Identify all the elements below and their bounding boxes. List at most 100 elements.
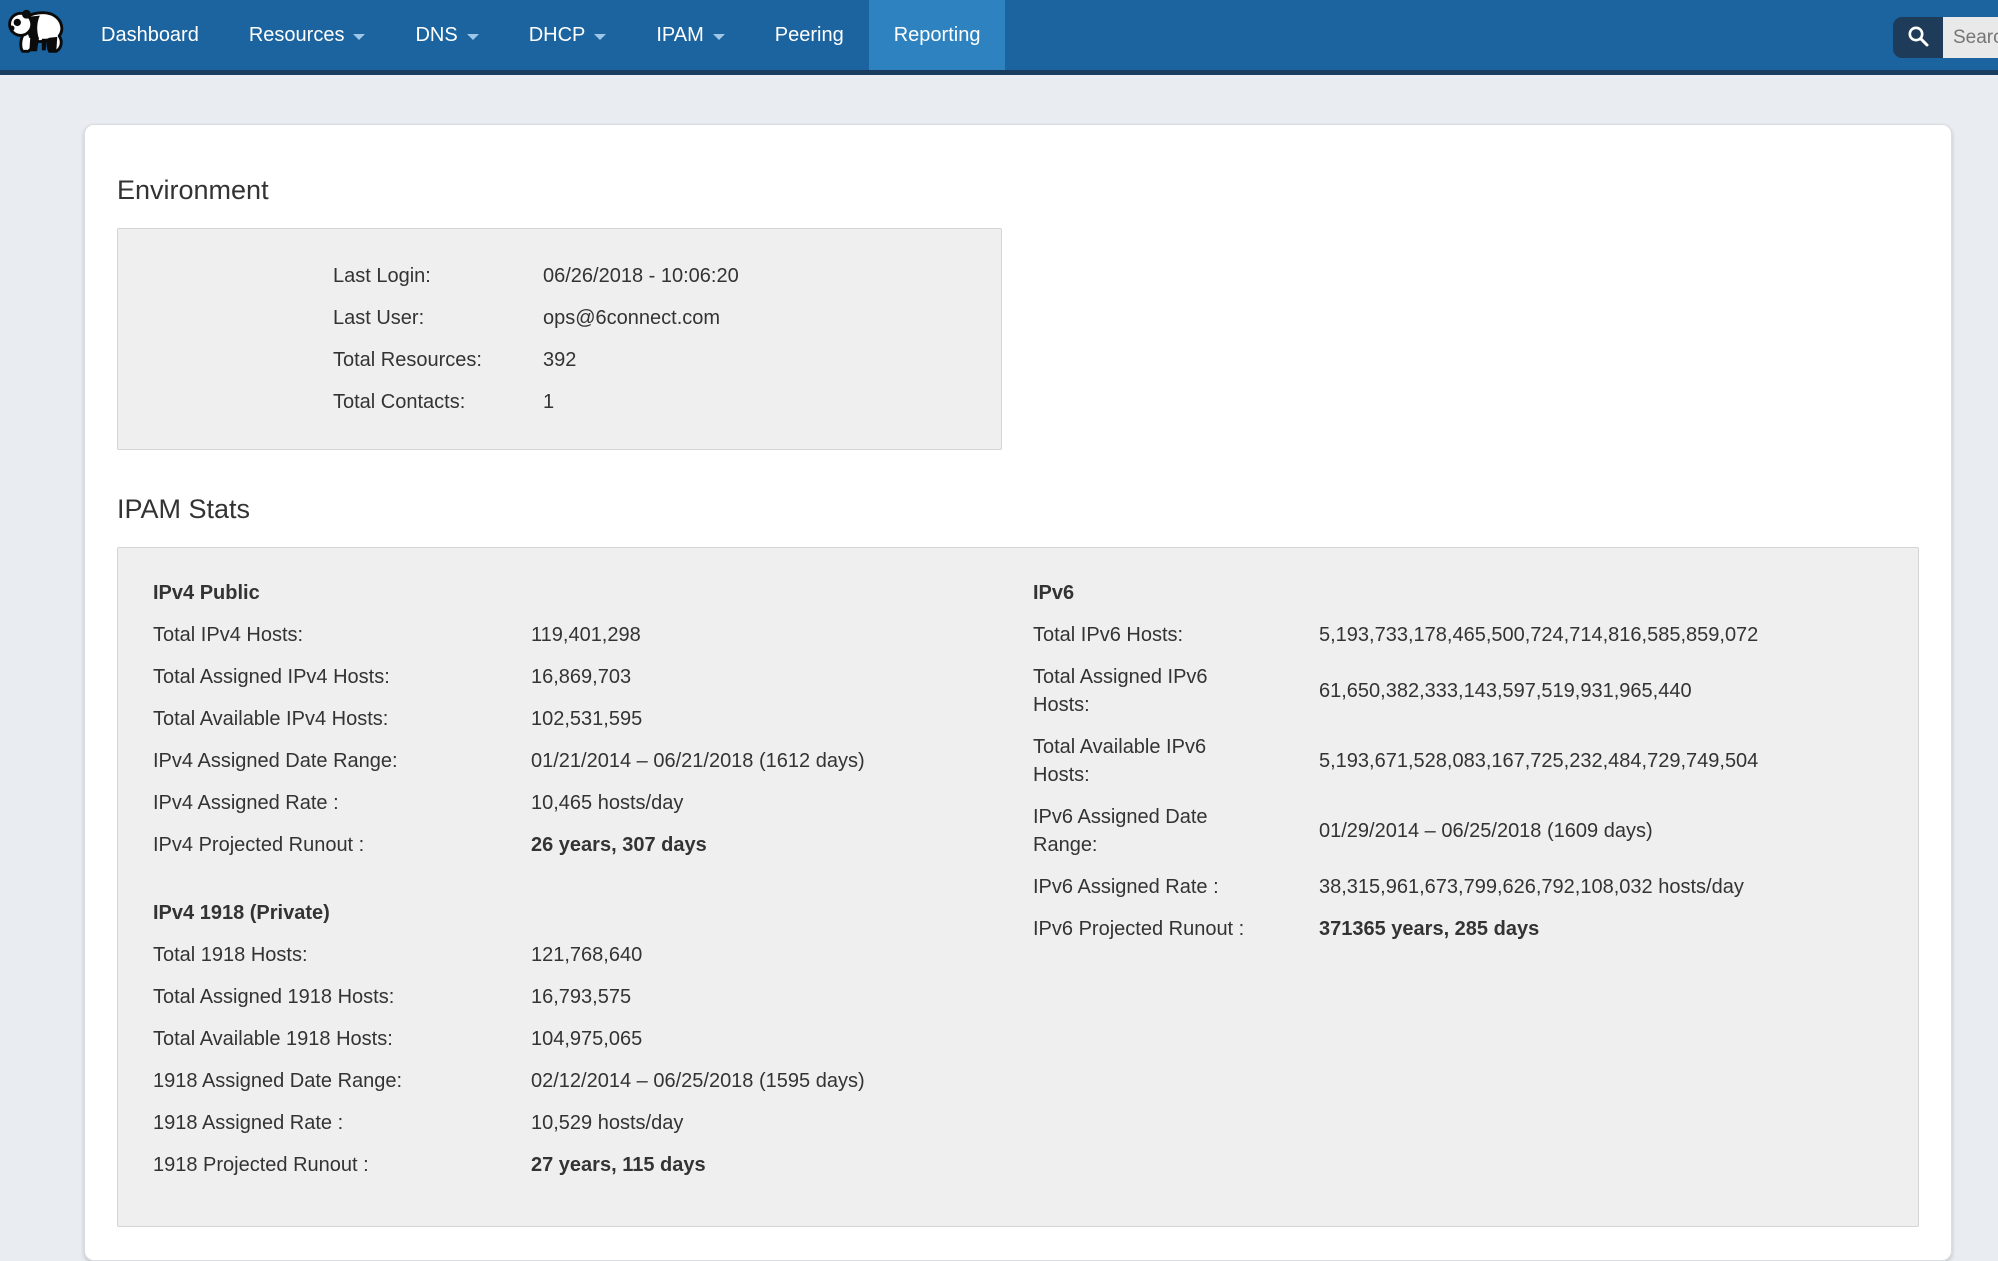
ipv6-heading: IPv6	[1033, 582, 1075, 604]
ipv6-stats-column: IPv6 Total IPv6 Hosts: 5,193,733,178,465…	[1018, 572, 1883, 1186]
row-label: Total 1918 Hosts:	[153, 944, 308, 966]
row-label: Last User:	[333, 307, 425, 329]
ipv4-public-heading: IPv4 Public	[153, 582, 260, 604]
nav-item-dhcp[interactable]: DHCP	[504, 0, 632, 70]
ipv4-stats-column: IPv4 Public Total IPv4 Hosts: 119,401,29…	[153, 572, 1018, 1186]
table-row: IPv6 Projected Runout : 371365 years, 28…	[1033, 908, 1883, 950]
row-value: 10,465 hosts/day	[531, 792, 684, 814]
row-label: IPv6 Projected Runout :	[1033, 918, 1245, 940]
table-row: 1918 Assigned Date Range: 02/12/2014 – 0…	[153, 1060, 1018, 1102]
search-input[interactable]	[1943, 17, 1998, 58]
environment-title: Environment	[117, 175, 269, 205]
table-row: Total Available IPv4 Hosts: 102,531,595	[153, 698, 1018, 740]
row-value: 26 years, 307 days	[531, 834, 707, 856]
row-label: Total Assigned IPv6 Hosts:	[1033, 666, 1208, 716]
ipv4-private-table: Total 1918 Hosts: 121,768,640 Total Assi…	[153, 934, 1018, 1186]
row-value: 16,793,575	[531, 986, 632, 1008]
row-value: 27 years, 115 days	[531, 1154, 706, 1176]
nav-label: Resources	[248, 23, 345, 46]
row-label: 1918 Projected Runout :	[153, 1154, 369, 1176]
row-value: 5,193,671,528,083,167,725,232,484,729,74…	[1319, 750, 1759, 772]
row-label: Total Available 1918 Hosts:	[153, 1028, 393, 1050]
row-value: 16,869,703	[531, 666, 632, 688]
content-card: Environment Last Login: 06/26/2018 - 10:…	[84, 124, 1952, 1261]
nav-item-resources[interactable]: Resources	[224, 0, 391, 70]
row-value: 392	[543, 349, 577, 371]
row-label: 1918 Assigned Date Range:	[153, 1070, 403, 1092]
table-row: Total IPv4 Hosts: 119,401,298	[153, 614, 1018, 656]
nav-label: DNS	[415, 23, 458, 46]
row-value: 119,401,298	[531, 624, 641, 646]
nav-item-ipam[interactable]: IPAM	[631, 0, 749, 70]
row-label: Total Available IPv6 Hosts:	[1033, 736, 1207, 786]
top-navbar: Dashboard Resources DNS DHCP IPAM Peerin…	[0, 0, 1998, 75]
search-icon	[1906, 24, 1930, 51]
row-label: Last Login:	[333, 265, 431, 287]
nav-label: Peering	[774, 23, 844, 46]
nav-item-reporting[interactable]: Reporting	[868, 0, 1006, 70]
nav-menu: Dashboard Resources DNS DHCP IPAM Peerin…	[76, 0, 1006, 70]
table-row: 1918 Assigned Rate : 10,529 hosts/day	[153, 1102, 1018, 1144]
row-value: 02/12/2014 – 06/25/2018 (1595 days)	[531, 1070, 865, 1092]
row-value: 1	[543, 391, 555, 413]
caret-down-icon	[712, 34, 725, 40]
environment-table: Last Login: 06/26/2018 - 10:06:20 Last U…	[333, 255, 739, 423]
table-row: Last User: ops@6connect.com	[333, 297, 739, 339]
table-row: Total Assigned IPv6 Hosts: 61,650,382,33…	[1033, 656, 1883, 726]
ipam-stats-title: IPAM Stats	[117, 494, 251, 524]
nav-item-dashboard[interactable]: Dashboard	[76, 0, 224, 70]
row-value: 10,529 hosts/day	[531, 1112, 684, 1134]
row-value: 102,531,595	[531, 708, 643, 730]
row-label: Total Resources:	[333, 349, 482, 371]
caret-down-icon	[594, 34, 607, 40]
row-label: IPv4 Assigned Date Range:	[153, 750, 398, 772]
row-label: Total IPv4 Hosts:	[153, 624, 304, 646]
table-row: IPv4 Assigned Date Range: 01/21/2014 – 0…	[153, 740, 1018, 782]
row-value: ops@6connect.com	[543, 307, 721, 329]
row-value: 61,650,382,333,143,597,519,931,965,440	[1319, 680, 1692, 702]
table-row: Total Contacts: 1	[333, 381, 739, 423]
table-row: Total Available 1918 Hosts: 104,975,065	[153, 1018, 1018, 1060]
table-row: Total Resources: 392	[333, 339, 739, 381]
row-label: Total Assigned IPv4 Hosts:	[153, 666, 390, 688]
caret-down-icon	[466, 34, 479, 40]
row-value: 371365 years, 285 days	[1319, 918, 1540, 940]
row-label: Total Contacts:	[333, 391, 466, 413]
ipv4-public-table: Total IPv4 Hosts: 119,401,298 Total Assi…	[153, 614, 1018, 866]
table-row: IPv6 Assigned Rate : 38,315,961,673,799,…	[1033, 866, 1883, 908]
nav-label: IPAM	[656, 23, 704, 46]
nav-label: DHCP	[528, 23, 586, 46]
table-row: Last Login: 06/26/2018 - 10:06:20	[333, 255, 739, 297]
search-button[interactable]	[1893, 17, 1943, 58]
environment-panel: Last Login: 06/26/2018 - 10:06:20 Last U…	[117, 228, 1002, 450]
row-value: 104,975,065	[531, 1028, 643, 1050]
nav-item-dns[interactable]: DNS	[390, 0, 503, 70]
navbar-search	[1893, 17, 1998, 58]
row-value: 06/26/2018 - 10:06:20	[543, 265, 739, 287]
nav-label: Reporting	[893, 23, 981, 46]
nav-item-peering[interactable]: Peering	[750, 0, 869, 70]
row-label: Total Available IPv4 Hosts:	[153, 708, 389, 730]
row-label: IPv4 Assigned Rate :	[153, 792, 339, 814]
table-row: 1918 Projected Runout : 27 years, 115 da…	[153, 1144, 1018, 1186]
row-value: 38,315,961,673,799,626,792,108,032 hosts…	[1319, 876, 1744, 898]
row-label: IPv6 Assigned Rate :	[1033, 876, 1219, 898]
row-value: 01/21/2014 – 06/21/2018 (1612 days)	[531, 750, 865, 772]
brand-link[interactable]	[0, 0, 76, 70]
row-value: 5,193,733,178,465,500,724,714,816,585,85…	[1319, 624, 1759, 646]
row-label: Total Assigned 1918 Hosts:	[153, 986, 395, 1008]
row-label: IPv6 Assigned Date Range:	[1033, 806, 1208, 856]
table-row: Total Available IPv6 Hosts: 5,193,671,52…	[1033, 726, 1883, 796]
caret-down-icon	[353, 34, 366, 40]
nav-label: Dashboard	[101, 23, 199, 46]
table-row: Total Assigned IPv4 Hosts: 16,869,703	[153, 656, 1018, 698]
table-row: IPv4 Projected Runout : 26 years, 307 da…	[153, 824, 1018, 866]
table-row: Total 1918 Hosts: 121,768,640	[153, 934, 1018, 976]
ipam-stats-panel: IPv4 Public Total IPv4 Hosts: 119,401,29…	[117, 547, 1919, 1227]
row-value: 121,768,640	[531, 944, 643, 966]
ipv6-table: Total IPv6 Hosts: 5,193,733,178,465,500,…	[1033, 614, 1883, 950]
table-row: Total IPv6 Hosts: 5,193,733,178,465,500,…	[1033, 614, 1883, 656]
panda-logo-icon	[7, 7, 69, 64]
page-content: Environment Last Login: 06/26/2018 - 10:…	[0, 124, 1998, 1261]
row-label: 1918 Assigned Rate :	[153, 1112, 344, 1134]
